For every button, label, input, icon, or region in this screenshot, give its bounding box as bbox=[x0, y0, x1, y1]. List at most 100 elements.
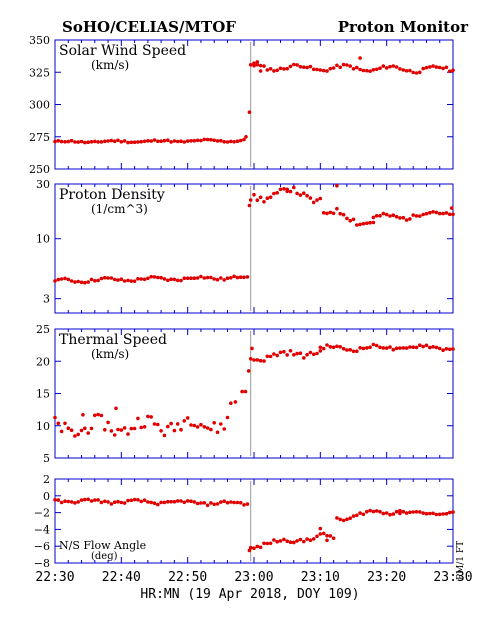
data-point bbox=[414, 345, 419, 350]
data-point bbox=[112, 433, 117, 437]
data-point bbox=[106, 139, 110, 143]
data-point bbox=[126, 498, 130, 503]
panel-title: Thermal Speed bbox=[59, 332, 167, 348]
data-point bbox=[341, 518, 346, 523]
instrument-title: SoHO/CELIAS/MTOF bbox=[62, 18, 236, 36]
data-point bbox=[247, 203, 252, 208]
y-tick-label: 30 bbox=[36, 178, 50, 191]
data-point bbox=[447, 510, 452, 515]
data-point bbox=[305, 193, 309, 198]
data-point bbox=[159, 429, 163, 433]
data-point bbox=[371, 220, 376, 225]
data-point bbox=[424, 211, 429, 216]
data-point bbox=[404, 511, 409, 515]
data-point bbox=[378, 66, 382, 70]
data-point bbox=[229, 500, 233, 504]
data-point bbox=[229, 276, 233, 280]
y-tick-label: −2 bbox=[34, 507, 50, 520]
data-point bbox=[348, 64, 353, 68]
data-point bbox=[255, 198, 260, 202]
data-point bbox=[252, 61, 256, 65]
data-point bbox=[398, 346, 402, 350]
data-point bbox=[437, 65, 442, 70]
data-point bbox=[318, 68, 323, 72]
data-point bbox=[325, 69, 329, 73]
data-point bbox=[361, 68, 366, 73]
data-point bbox=[365, 509, 369, 514]
data-point bbox=[235, 500, 240, 505]
data-point bbox=[411, 213, 416, 217]
data-point bbox=[76, 432, 80, 437]
data-point bbox=[262, 200, 266, 204]
data-point bbox=[368, 220, 372, 225]
data-point bbox=[325, 211, 329, 216]
data-point bbox=[142, 498, 147, 503]
data-point bbox=[302, 191, 306, 195]
data-point bbox=[99, 413, 104, 418]
data-point bbox=[265, 68, 270, 72]
data-point bbox=[374, 67, 379, 72]
data-point bbox=[212, 138, 216, 143]
data-point bbox=[278, 350, 283, 355]
data-point bbox=[437, 211, 442, 216]
data-point bbox=[341, 62, 346, 67]
data-point bbox=[424, 511, 429, 516]
data-point bbox=[182, 276, 187, 281]
data-point bbox=[250, 346, 254, 351]
data-point bbox=[321, 346, 326, 351]
y-tick-label: 325 bbox=[29, 66, 50, 79]
data-point bbox=[175, 422, 180, 426]
data-point bbox=[318, 349, 323, 353]
data-point bbox=[195, 276, 200, 280]
data-point bbox=[305, 537, 309, 541]
data-point bbox=[149, 274, 153, 279]
data-point bbox=[69, 279, 74, 283]
data-point bbox=[182, 500, 187, 505]
data-point bbox=[351, 217, 356, 222]
data-point bbox=[132, 140, 137, 144]
data-point bbox=[215, 139, 220, 143]
data-point bbox=[428, 511, 432, 516]
data-point bbox=[205, 137, 210, 142]
data-point bbox=[126, 432, 130, 436]
data-point bbox=[398, 511, 402, 516]
y-tick-label: 300 bbox=[29, 99, 50, 112]
data-point bbox=[335, 63, 339, 68]
data-point bbox=[202, 425, 207, 429]
data-point bbox=[103, 428, 107, 432]
data-point bbox=[99, 140, 104, 144]
data-point bbox=[394, 65, 399, 69]
data-point bbox=[248, 357, 253, 361]
panel-3: 5 10 15 20 25 Thermal Speed(km/s) bbox=[36, 323, 455, 465]
data-point bbox=[338, 211, 343, 216]
data-point bbox=[225, 276, 230, 281]
data-point bbox=[79, 498, 84, 502]
data-point bbox=[315, 198, 319, 202]
data-point bbox=[355, 65, 359, 70]
data-point bbox=[368, 69, 372, 73]
y-tick-label: 0 bbox=[43, 490, 50, 503]
data-point bbox=[222, 140, 226, 144]
data-point bbox=[305, 352, 309, 357]
data-point bbox=[136, 498, 140, 502]
data-point bbox=[149, 500, 153, 505]
data-point bbox=[302, 539, 306, 544]
data-point bbox=[388, 64, 392, 69]
data-point bbox=[305, 65, 309, 70]
panel-4: −8 −6 −4 −2 0 2 N/S Flow Angle(deg) bbox=[34, 473, 455, 570]
data-point bbox=[255, 62, 260, 67]
data-point bbox=[246, 369, 251, 373]
data-point bbox=[391, 512, 396, 516]
data-point bbox=[434, 65, 439, 69]
data-point bbox=[288, 349, 293, 353]
data-point bbox=[192, 500, 197, 504]
data-point bbox=[338, 517, 343, 522]
data-point bbox=[215, 430, 220, 435]
data-point bbox=[295, 63, 299, 67]
data-point bbox=[394, 509, 399, 514]
data-point bbox=[258, 69, 263, 73]
data-point bbox=[225, 140, 230, 144]
data-point bbox=[149, 139, 153, 143]
data-point bbox=[258, 195, 263, 200]
data-point bbox=[89, 426, 94, 431]
